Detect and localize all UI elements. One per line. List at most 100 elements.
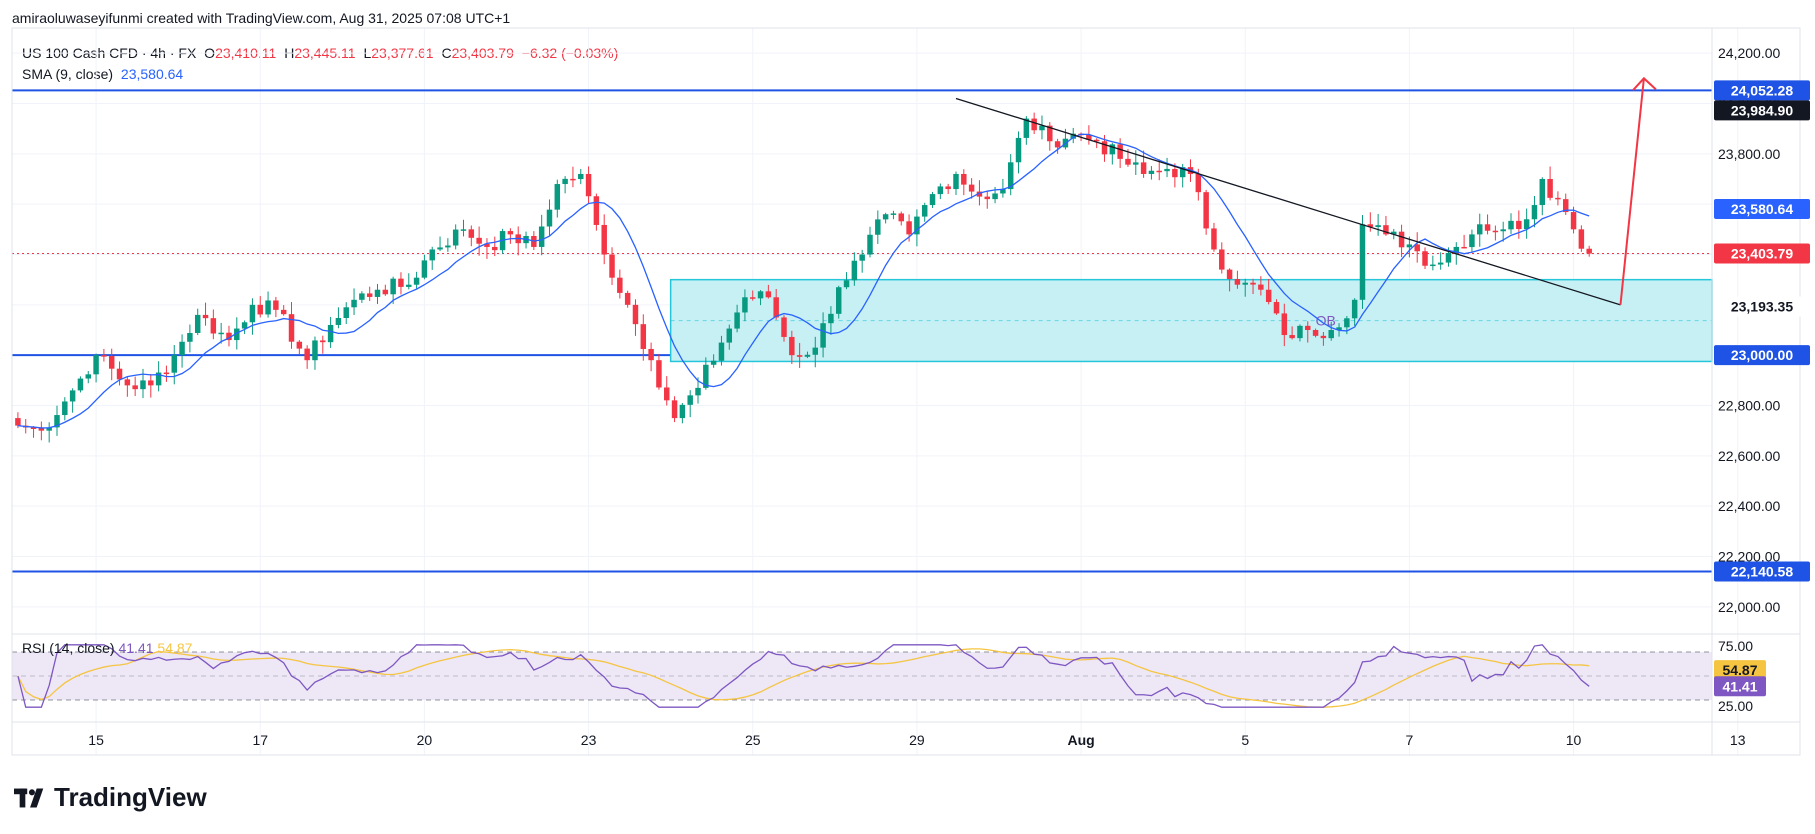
candle-body xyxy=(742,297,748,313)
candle-body xyxy=(343,307,349,319)
candle-body xyxy=(38,427,45,431)
candle-body xyxy=(1125,158,1131,165)
candle-body xyxy=(976,191,983,197)
candle-body xyxy=(1258,284,1264,290)
candle-body xyxy=(695,387,701,396)
candle-body xyxy=(187,332,193,342)
time-tick-label: Aug xyxy=(1067,732,1094,748)
candle-body xyxy=(1391,231,1397,235)
candle-body xyxy=(1023,118,1030,138)
candle-body xyxy=(1578,229,1585,249)
candle-body xyxy=(1054,141,1061,148)
time-tick-label: 7 xyxy=(1405,732,1413,748)
time-tick-label: 17 xyxy=(252,732,268,748)
candle-body xyxy=(578,173,584,180)
price-tag-text: 23,403.79 xyxy=(1731,246,1793,262)
candle-body xyxy=(62,401,68,416)
sma-value: 23,580.64 xyxy=(120,66,184,82)
candle-body xyxy=(304,348,310,361)
candle-body xyxy=(1070,133,1076,139)
rsi-value-tag: 41.41 xyxy=(1714,676,1766,697)
time-tick-label: 25 xyxy=(745,732,761,748)
candle-body xyxy=(906,221,912,235)
candle-body xyxy=(835,287,842,314)
candle-body xyxy=(687,395,693,405)
candle-body xyxy=(1015,137,1022,163)
candle-body xyxy=(1109,144,1116,155)
candle-body xyxy=(413,277,420,285)
sma-label[interactable]: SMA (9, close) xyxy=(22,66,114,82)
candle-body xyxy=(1281,313,1288,336)
price-tag: 22,140.58 xyxy=(1714,561,1810,582)
rsi-tag-text: 54.87 xyxy=(1722,662,1757,678)
candle-body xyxy=(1344,318,1350,328)
price-tag-bg xyxy=(1714,80,1810,101)
candle-body xyxy=(538,226,545,247)
candle-body xyxy=(320,340,326,343)
candle-body xyxy=(210,318,217,334)
candle-body xyxy=(757,291,764,299)
rsi-value: 41.41 xyxy=(118,640,154,656)
candle-body xyxy=(664,387,670,401)
candle-body xyxy=(30,427,37,429)
price-tag-bg xyxy=(1714,345,1810,366)
candle-body xyxy=(390,278,396,295)
time-tick-label: 29 xyxy=(909,732,925,748)
candle-body xyxy=(1039,125,1045,131)
ob-label: OB xyxy=(1316,313,1336,329)
price-tag-bg xyxy=(1714,296,1810,317)
price-chart[interactable]: OB 22,000.0022,200.0022,400.0022,600.002… xyxy=(0,0,1815,770)
candle-body xyxy=(765,291,772,298)
candle-body xyxy=(85,374,92,379)
tradingview-logo[interactable]: TradingView xyxy=(14,782,207,813)
price-tick-label: 22,600.00 xyxy=(1718,448,1780,464)
candle-body xyxy=(46,427,52,431)
candle-body xyxy=(773,297,779,318)
candle-body xyxy=(1140,162,1147,174)
rsi-label[interactable]: RSI (14, close) xyxy=(22,640,115,656)
candle-body xyxy=(1297,325,1303,339)
rsi-tag-bg xyxy=(1714,660,1766,681)
sma-legend[interactable]: SMA (9, close) 23,580.64 xyxy=(22,66,187,82)
candle-body xyxy=(202,314,209,319)
candle-body xyxy=(961,173,967,185)
price-tag: 24,052.28 xyxy=(1714,80,1810,101)
candle-body xyxy=(1367,224,1374,228)
candle-body xyxy=(265,300,271,315)
rsi-pane xyxy=(12,633,1800,708)
candle-body xyxy=(671,400,678,419)
price-tag: 23,984.90 xyxy=(1714,100,1810,121)
projection-arrow-head xyxy=(1632,76,1657,92)
candle-body xyxy=(1351,299,1358,319)
candle-body xyxy=(54,415,60,428)
candle-body xyxy=(15,418,21,426)
candle-body xyxy=(1000,189,1006,194)
candle-body xyxy=(1539,179,1546,206)
candle-body xyxy=(617,277,623,293)
rsi-legend[interactable]: RSI (14, close) 41.41 54.87 xyxy=(22,640,192,656)
candle-body xyxy=(726,328,733,343)
rsi-tick-label: 25.00 xyxy=(1718,698,1753,714)
candle-body xyxy=(843,280,850,288)
candle-body xyxy=(1516,220,1522,230)
candle-body xyxy=(124,379,131,386)
price-tag-bg xyxy=(1714,100,1810,121)
candle-body xyxy=(234,328,240,341)
candle-body xyxy=(1250,282,1256,285)
candle-body xyxy=(108,356,115,369)
rsi-value-tag: 54.87 xyxy=(1714,660,1766,681)
candle-body xyxy=(585,173,592,197)
candle-body xyxy=(140,380,146,390)
time-axis: 151720232529Aug5710131519212427Sep3 xyxy=(12,721,1800,748)
candle-body xyxy=(374,289,381,297)
candle-body xyxy=(452,229,459,246)
candle-body xyxy=(1031,118,1037,131)
candle-body xyxy=(898,213,905,222)
candle-body xyxy=(640,324,647,349)
candle-body xyxy=(601,224,607,255)
candle-body xyxy=(1203,192,1209,229)
candle-body xyxy=(1195,173,1202,193)
rsi-tick-label: 75.00 xyxy=(1718,638,1753,654)
candle-body xyxy=(288,314,295,342)
candle-body xyxy=(1398,231,1405,248)
